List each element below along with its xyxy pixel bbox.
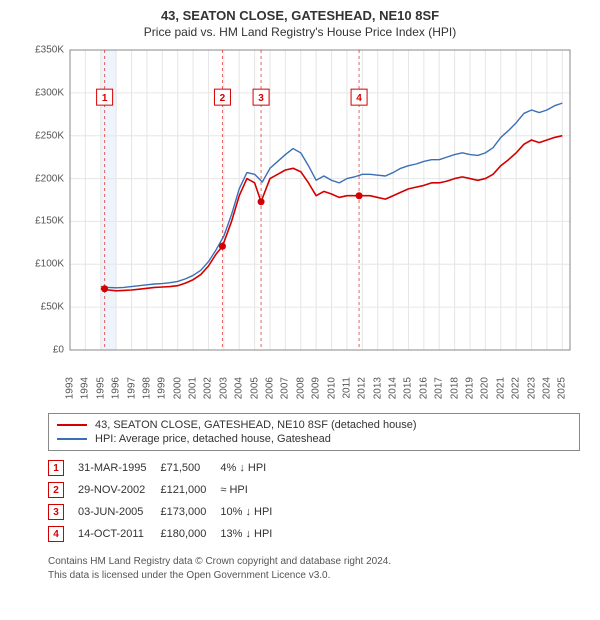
- sale-price: £71,500: [160, 457, 220, 479]
- x-tick-label: 2004: [234, 377, 245, 399]
- sales-table: 1 31-MAR-1995£71,5004% ↓ HPI 2 29-NOV-2002£…: [48, 457, 286, 545]
- sale-delta: 4% ↓ HPI: [220, 457, 286, 479]
- y-tick-label: £50K: [41, 302, 64, 313]
- x-tick-label: 1995: [95, 377, 106, 399]
- x-tick-label: 2010: [326, 377, 337, 399]
- sales-row: 1 31-MAR-1995£71,5004% ↓ HPI: [48, 457, 286, 479]
- sale-date: 03-JUN-2005: [78, 501, 160, 523]
- sales-row: 4 14-OCT-2011£180,00013% ↓ HPI: [48, 523, 286, 545]
- sale-marker-box: 1: [48, 460, 64, 476]
- chart-svg: 1 2 3 4: [20, 45, 580, 405]
- x-tick-label: 2009: [311, 377, 322, 399]
- x-tick-label: 2012: [357, 377, 368, 399]
- chart-title: 43, SEATON CLOSE, GATESHEAD, NE10 8SF: [0, 0, 600, 23]
- y-tick-label: £150K: [35, 216, 64, 227]
- chart-container: 43, SEATON CLOSE, GATESHEAD, NE10 8SF Pr…: [0, 0, 600, 590]
- x-tick-label: 2016: [418, 377, 429, 399]
- x-tick-label: 2025: [557, 377, 568, 399]
- x-tick-label: 2005: [249, 377, 260, 399]
- x-tick-label: 2021: [495, 377, 506, 399]
- x-tick-label: 1998: [141, 377, 152, 399]
- footnote-line-1: Contains HM Land Registry data © Crown c…: [48, 556, 391, 567]
- legend-label: 43, SEATON CLOSE, GATESHEAD, NE10 8SF (d…: [95, 419, 417, 431]
- svg-text:1: 1: [102, 93, 108, 104]
- x-tick-label: 2002: [203, 377, 214, 399]
- sale-marker-box: 4: [48, 526, 64, 542]
- x-tick-label: 2020: [480, 377, 491, 399]
- svg-text:4: 4: [356, 93, 362, 104]
- footnote: Contains HM Land Registry data © Crown c…: [0, 551, 600, 590]
- legend: 43, SEATON CLOSE, GATESHEAD, NE10 8SF (d…: [48, 413, 580, 451]
- x-tick-label: 1997: [126, 377, 137, 399]
- sale-delta: 13% ↓ HPI: [220, 523, 286, 545]
- x-tick-label: 2017: [434, 377, 445, 399]
- x-tick-label: 2023: [526, 377, 537, 399]
- x-tick-label: 2018: [449, 377, 460, 399]
- x-tick-label: 2000: [172, 377, 183, 399]
- x-tick-label: 2011: [341, 377, 352, 399]
- legend-item: 43, SEATON CLOSE, GATESHEAD, NE10 8SF (d…: [57, 418, 571, 432]
- x-tick-label: 2006: [265, 377, 276, 399]
- sale-delta: 10% ↓ HPI: [220, 501, 286, 523]
- y-tick-label: £100K: [35, 259, 64, 270]
- x-tick-label: 2022: [511, 377, 522, 399]
- legend-item: HPI: Average price, detached house, Gate…: [57, 432, 571, 446]
- sale-price: £121,000: [160, 479, 220, 501]
- y-tick-label: £300K: [35, 87, 64, 98]
- x-tick-label: 2001: [188, 377, 199, 399]
- legend-line-swatch: [57, 438, 87, 440]
- x-tick-label: 1993: [65, 377, 76, 399]
- y-tick-label: £200K: [35, 173, 64, 184]
- sales-row: 2 29-NOV-2002£121,000≈ HPI: [48, 479, 286, 501]
- sale-date: 14-OCT-2011: [78, 523, 160, 545]
- x-tick-label: 2024: [541, 377, 552, 399]
- footnote-line-2: This data is licensed under the Open Gov…: [48, 570, 330, 581]
- x-tick-label: 2019: [465, 377, 476, 399]
- svg-text:2: 2: [220, 93, 226, 104]
- chart-area: 1 2 3 4 £0 £50K £100K £150K £200K £250K £300K £350…: [20, 45, 580, 405]
- y-tick-label: £250K: [35, 130, 64, 141]
- sale-delta: ≈ HPI: [220, 479, 286, 501]
- x-tick-label: 2003: [218, 377, 229, 399]
- x-tick-label: 2007: [280, 377, 291, 399]
- sale-date: 31-MAR-1995: [78, 457, 160, 479]
- x-tick-label: 2008: [295, 377, 306, 399]
- sale-price: £173,000: [160, 501, 220, 523]
- x-tick-label: 2013: [372, 377, 383, 399]
- x-tick-label: 2015: [403, 377, 414, 399]
- svg-text:3: 3: [258, 93, 264, 104]
- y-tick-label: £350K: [35, 45, 64, 56]
- x-tick-label: 2014: [388, 377, 399, 399]
- x-tick-label: 1999: [157, 377, 168, 399]
- chart-subtitle: Price paid vs. HM Land Registry's House …: [0, 23, 600, 45]
- legend-label: HPI: Average price, detached house, Gate…: [95, 433, 331, 445]
- sale-date: 29-NOV-2002: [78, 479, 160, 501]
- sales-row: 3 03-JUN-2005£173,00010% ↓ HPI: [48, 501, 286, 523]
- legend-line-swatch: [57, 424, 87, 426]
- x-tick-label: 1996: [111, 377, 122, 399]
- x-tick-label: 1994: [80, 377, 91, 399]
- sale-marker-box: 3: [48, 504, 64, 520]
- sale-price: £180,000: [160, 523, 220, 545]
- y-tick-label: £0: [53, 345, 64, 356]
- sale-marker-box: 2: [48, 482, 64, 498]
